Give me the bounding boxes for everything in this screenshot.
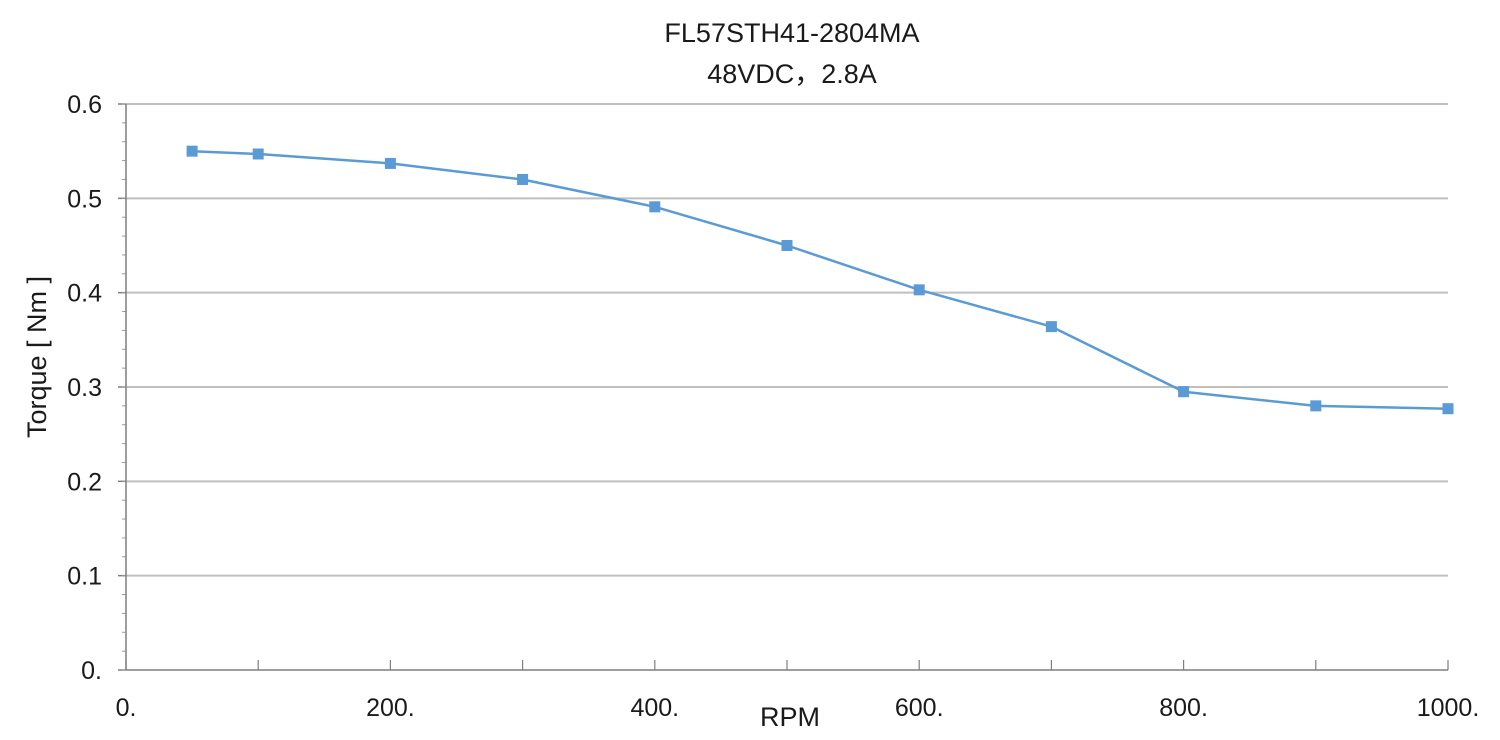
chart-title: FL57STH41-2804MA [664,18,919,48]
y-tick-label: 0.2 [67,468,102,496]
gridlines [126,103,1448,577]
series-line [192,149,1449,410]
x-tick-label: 1000. [1417,694,1480,722]
y-tick-label: 0.4 [67,280,102,308]
x-tick-label: 400. [630,694,679,722]
data-point-marker [1045,321,1057,333]
y-tick-label: 0.3 [67,374,102,402]
data-point-marker [384,157,396,169]
series-torque [186,145,1454,415]
data-point-marker [186,145,198,157]
data-point-marker [649,201,661,213]
tick-labels: 0. 0.1 0.2 0.3 0.4 0.5 0.6 0. 200. 400. 600. 800. 10… [67,91,1479,722]
y-tick-label: 0.6 [67,91,102,119]
x-tick-label: 800. [1159,694,1208,722]
x-tick-label: 200. [366,694,415,722]
data-point-marker [913,284,925,296]
data-point-marker [781,240,793,251]
y-tick-label: 0.1 [67,563,102,591]
x-axis-title: RPM [760,702,820,732]
data-point-marker [1442,403,1454,415]
chart-subtitle: 48VDC，2.8A [707,59,877,89]
y-axis-title: Torque [ Nm ] [22,276,52,438]
y-tick-label: 0.5 [67,185,102,213]
data-point-marker [252,148,264,160]
data-point-marker [1178,386,1190,398]
x-tick-label: 0. [116,694,137,722]
data-point-marker [1310,400,1322,412]
axes [118,103,1449,671]
y-tick-label: 0. [81,657,102,685]
data-point-marker [517,173,529,185]
x-tick-label: 600. [895,694,944,722]
